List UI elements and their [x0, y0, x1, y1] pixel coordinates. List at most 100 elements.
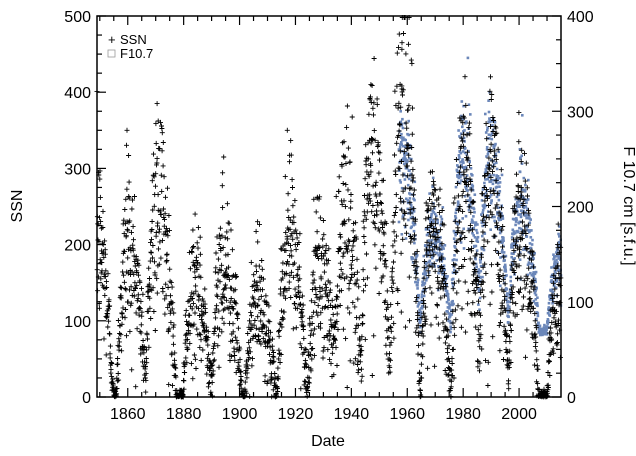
f107-point — [523, 189, 527, 192]
ssn-point — [460, 120, 466, 126]
ssn-point — [386, 335, 392, 341]
f107-point — [533, 251, 536, 255]
ssn-point — [290, 326, 296, 332]
ssn-point — [528, 308, 534, 314]
ssn-point — [324, 261, 330, 267]
ssn-point — [422, 259, 428, 265]
ssn-point — [332, 337, 338, 342]
ssn-point — [344, 103, 350, 109]
ssn-point — [292, 260, 297, 266]
ssn-point — [226, 276, 232, 282]
ssn-point — [197, 344, 203, 350]
f107-point — [435, 259, 439, 262]
ssn-point — [431, 182, 437, 188]
f107-point — [402, 172, 406, 176]
ssn-point — [198, 316, 204, 322]
ssn-point — [106, 297, 112, 303]
ssn-point — [431, 204, 437, 210]
ssn-point — [103, 273, 109, 279]
ssn-point — [359, 334, 365, 340]
ssn-point — [114, 378, 120, 384]
f107-point — [432, 220, 435, 223]
ssn-point — [172, 357, 177, 363]
f107-point — [477, 303, 480, 306]
ssn-point — [337, 303, 343, 308]
ssn-point — [477, 360, 483, 366]
f107-point — [506, 304, 510, 307]
ssn-point — [110, 376, 116, 382]
f107-point — [421, 280, 425, 283]
f107-point — [488, 119, 492, 122]
ssn-point — [257, 278, 263, 284]
f107-point — [532, 299, 536, 303]
ssn-point — [432, 363, 438, 369]
ssn-point — [492, 233, 498, 239]
f107-point — [404, 138, 407, 142]
ssn-point — [465, 182, 471, 188]
ssn-point — [278, 352, 284, 357]
ssn-point — [365, 181, 371, 187]
f107-point — [445, 300, 449, 304]
ssn-point — [343, 182, 349, 188]
f107-point — [515, 208, 518, 212]
ssn-point — [392, 249, 398, 255]
f107-point — [399, 159, 402, 162]
ssn-point — [428, 322, 434, 328]
f107-point — [467, 208, 471, 212]
ssn-point — [527, 296, 533, 302]
f107-point — [520, 203, 523, 206]
ssn-point — [168, 320, 174, 326]
f107-point — [406, 152, 410, 156]
ssn-point — [145, 289, 151, 295]
ssn-point — [149, 219, 155, 224]
ssn-point — [270, 359, 276, 365]
ssn-point — [333, 193, 339, 199]
ssn-point — [498, 319, 503, 325]
ssn-point — [445, 349, 451, 355]
ssn-point — [487, 147, 493, 153]
f107-point — [498, 231, 502, 235]
ssn-point — [370, 203, 376, 208]
ssn-point — [290, 203, 296, 209]
ssn-point — [409, 235, 414, 241]
f107-point — [416, 305, 420, 308]
f107-point — [447, 302, 451, 305]
ssn-point — [268, 329, 273, 335]
f107-point — [440, 217, 444, 221]
ssn-point — [97, 168, 103, 174]
ssn-point — [323, 248, 329, 253]
ssn-point — [228, 227, 234, 233]
ssn-point — [533, 325, 539, 331]
ssn-point — [507, 334, 512, 340]
f107-point — [489, 174, 492, 178]
f107-point — [464, 165, 468, 169]
ssn-point — [514, 312, 520, 318]
ssn-point — [257, 221, 262, 227]
f107-point — [519, 195, 523, 198]
ssn-point — [271, 358, 277, 364]
ssn-point — [158, 212, 164, 217]
f107-point — [408, 233, 412, 236]
ssn-point — [278, 246, 284, 252]
f107-point — [507, 315, 510, 318]
f107-point — [501, 217, 505, 220]
ssn-point — [263, 324, 269, 330]
ssn-point — [400, 188, 406, 194]
f107-point — [425, 261, 428, 265]
ssn-point — [306, 375, 312, 381]
ssn-point — [204, 324, 210, 330]
f107-point — [402, 162, 406, 166]
ssn-point — [232, 300, 238, 305]
f107-point — [414, 280, 417, 284]
ssn-point — [457, 203, 463, 209]
ssn-point — [289, 177, 295, 183]
ssn-point — [202, 286, 208, 292]
ssn-point — [500, 244, 505, 250]
ssn-point — [485, 171, 491, 177]
ssn-point — [341, 139, 347, 145]
f107-point — [552, 253, 555, 256]
f107-point — [479, 258, 482, 261]
ssn-point — [485, 359, 491, 365]
f107-point — [412, 210, 416, 213]
f107-point — [400, 233, 404, 236]
